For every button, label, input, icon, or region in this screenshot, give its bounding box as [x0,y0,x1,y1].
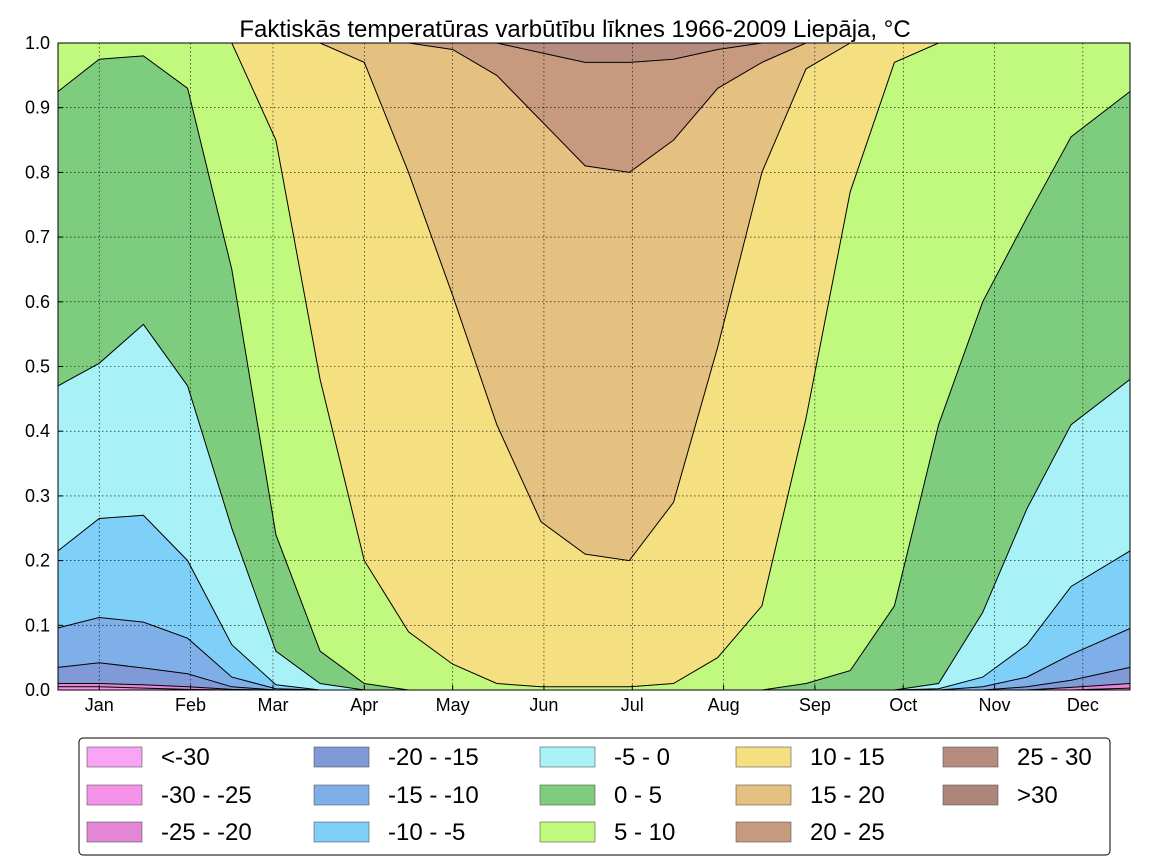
area-band-7 [58,55,1130,690]
x-tick-label: Dec [1067,695,1099,715]
legend-label: 5 - 10 [614,819,675,846]
y-tick-label: 0.4 [25,421,50,441]
legend-swatch [539,746,596,768]
y-tick-label: 0.8 [25,162,50,182]
x-tick-label: Jul [621,695,644,715]
legend-swatch [539,821,596,843]
chart-title-unit: °C [884,16,911,43]
legend-label: 25 - 30 [1017,744,1092,771]
x-tick-label: Jan [85,695,114,715]
x-tick-label: May [436,695,470,715]
area-band-9 [58,43,1130,687]
area-band-4 [58,617,1130,690]
area-band-12 [58,43,1130,63]
legend: <-30 -30 - -25 -25 - -20 -20 - -15 -15 - -10… [78,737,1111,856]
y-tick-label: 0.5 [25,357,50,377]
legend-swatch [942,746,999,768]
legend-label: -10 - -5 [388,819,465,846]
legend-label: -15 - -10 [388,782,479,809]
x-tick-label: Feb [175,695,206,715]
legend-label: -5 - 0 [614,744,670,771]
x-tick-label: Oct [889,695,917,715]
y-tick-label: 0.9 [25,98,50,118]
legend-label: <-30 [161,744,210,771]
y-tick-label: 0.0 [25,680,50,700]
chart-title-text: Faktiskās temperatūras varbūtību līknes … [239,16,883,43]
legend-swatch [86,784,143,806]
x-axis: Jan Feb Mar Apr May Jun Jul Aug Sep Oct Nov Dec [85,685,1099,715]
y-axis: 0.0 0.1 0.2 0.3 0.4 0.5 0.6 0.7 0.8 0.9 1.0 [25,33,63,700]
x-tick-label: Aug [708,695,740,715]
y-tick-label: 0.1 [25,615,50,635]
x-tick-label: Apr [350,695,378,715]
area-band-8 [58,43,1130,690]
area-band-6 [58,324,1130,690]
y-tick-label: 0.3 [25,486,50,506]
legend-swatch [942,784,999,806]
y-tick-label: 0.7 [25,227,50,247]
x-tick-label: Nov [979,695,1011,715]
x-tick-label: Mar [257,695,288,715]
legend-label: 10 - 15 [810,744,885,771]
x-tick-label: Sep [799,695,831,715]
legend-label: -20 - -15 [388,744,479,771]
grid-layer [58,43,1130,690]
legend-swatch [313,821,370,843]
area-band-5 [58,515,1130,690]
legend-swatch [735,784,792,806]
legend-label: 15 - 20 [810,782,885,809]
legend-swatch [735,746,792,768]
legend-swatch [539,784,596,806]
y-tick-label: 0.2 [25,551,50,571]
chart-title: Faktiskās temperatūras varbūtību līknes … [239,16,910,43]
y-tick-label: 1.0 [25,33,50,53]
legend-label: -25 - -20 [161,819,252,846]
legend-swatch [313,746,370,768]
y-tick-label: 0.6 [25,292,50,312]
x-tick-label: Jun [529,695,558,715]
legend-label: 20 - 25 [810,819,885,846]
legend-label: >30 [1017,782,1058,809]
legend-label: -30 - -25 [161,782,252,809]
legend-swatch [86,821,143,843]
legend-swatch [313,784,370,806]
legend-label: 0 - 5 [614,782,662,809]
legend-swatch [735,821,792,843]
legend-swatch [86,746,143,768]
